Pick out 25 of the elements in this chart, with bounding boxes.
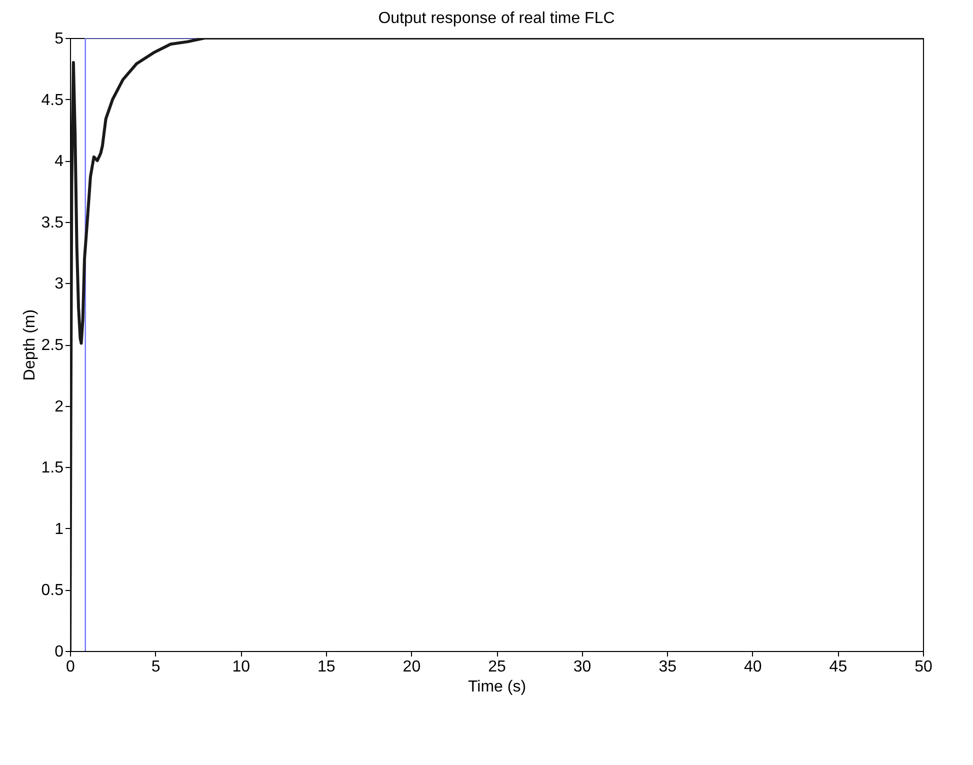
y-tick-label: 3 (54, 276, 64, 293)
y-tick-label: 2.5 (41, 337, 64, 354)
y-tick-label: 0 (54, 644, 64, 660)
y-tick-label: 1.5 (41, 460, 64, 477)
x-tick-label: 0 (66, 658, 76, 676)
x-tick-label: 15 (318, 658, 336, 676)
x-tick-label: 20 (402, 658, 421, 676)
y-tick-label: 0.5 (41, 582, 64, 600)
y-tick-label: 2 (54, 398, 64, 416)
y-tick-label: 5 (54, 30, 64, 48)
x-tick-label: 5 (151, 658, 160, 676)
y-tick-label: 1 (54, 520, 64, 538)
x-tick-label: 25 (488, 658, 506, 676)
y-tick-label: 4.5 (41, 92, 64, 109)
x-tick-label: 35 (658, 658, 677, 676)
y-tick-label: 3.5 (41, 214, 64, 232)
x-tick-label: 45 (829, 658, 848, 676)
x-axis-title: Time (s) (468, 678, 526, 696)
x-tick-label: 30 (573, 658, 592, 676)
y-tick-label: 4 (54, 153, 64, 170)
x-tick-label: 10 (232, 658, 250, 676)
chart-title: Output response of real time FLC (378, 10, 615, 27)
x-tick-label: 50 (914, 658, 932, 676)
x-tick-label: 40 (744, 658, 762, 676)
y-axis-title: Depth (m) (21, 309, 38, 381)
